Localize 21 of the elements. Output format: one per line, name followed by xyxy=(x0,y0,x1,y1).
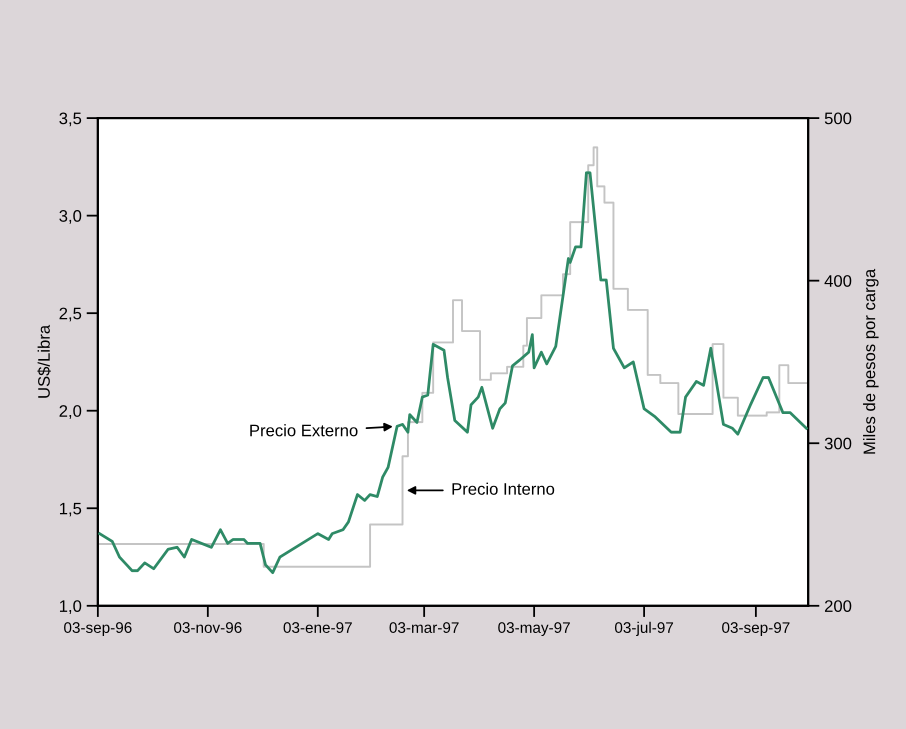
y2-tick-label: 400 xyxy=(824,275,852,287)
x-tick-label: 03-mar-97 xyxy=(390,622,459,633)
x-tick-label: 03-may-97 xyxy=(498,622,570,636)
y2-axis-title: Miles de pesos por carga xyxy=(863,268,879,454)
y2-tick-label: 500 xyxy=(824,112,852,124)
x-tick-label: 03-nov-96 xyxy=(174,622,242,633)
text: Precio Interno xyxy=(452,482,554,495)
y-axis-title: US$/Libra xyxy=(37,324,51,398)
y-tick-label: 1,0 xyxy=(60,600,82,614)
y2-tick-label: 200 xyxy=(824,600,852,612)
y-tick-label: 3,5 xyxy=(59,112,82,126)
x-tick-label: 03-jul-97 xyxy=(614,622,674,636)
x-tick-label: 03-sep-97 xyxy=(722,622,790,636)
y-tick-label: 1,5 xyxy=(60,502,82,516)
x-tick-label: 03-ene-97 xyxy=(284,622,352,633)
y2-tick-label: 300 xyxy=(824,438,852,450)
y-tick-label: 3,0 xyxy=(59,210,82,224)
y-tick-label: 2,5 xyxy=(60,308,82,322)
x-tick-label: 03-sep-96 xyxy=(64,622,132,636)
text: Precio Externo xyxy=(250,424,358,436)
y-tick-label: 2,0 xyxy=(60,405,82,419)
